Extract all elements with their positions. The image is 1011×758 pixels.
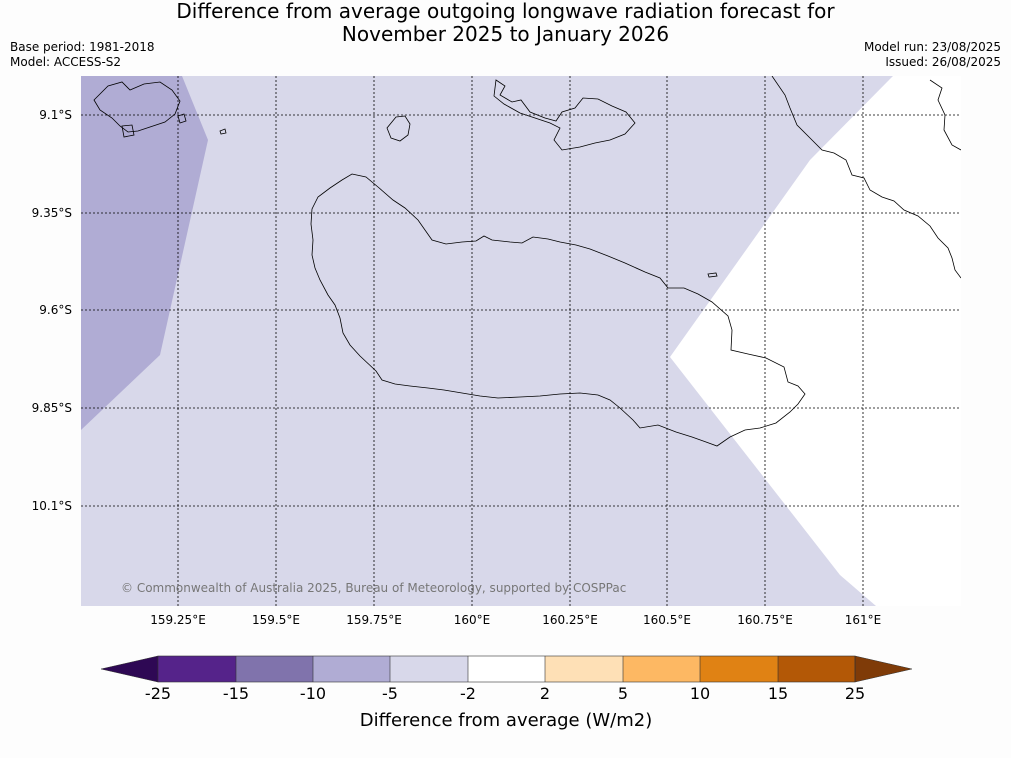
lat-label: 10.1°S [32, 499, 72, 513]
title-line-2: November 2025 to January 2026 [341, 22, 670, 46]
map-plot-area: © Commonwealth of Australia 2025, Bureau… [81, 76, 961, 606]
colorbar-swatch [700, 656, 778, 682]
lon-label: 159.5°E [252, 613, 300, 627]
lon-label: 160.25°E [542, 613, 598, 627]
map-title: Difference from average outgoing longwav… [0, 0, 1011, 46]
base-period: Base period: 1981-2018 [10, 40, 155, 54]
region-minus2-to-2 [670, 76, 961, 606]
colorbar-tick: -5 [382, 684, 398, 703]
lon-label: 161°E [845, 613, 882, 627]
russell-island-coastline [386, 115, 411, 142]
colorbar-tick: -15 [223, 684, 249, 703]
colorbar-dividers [235, 656, 779, 682]
lon-label: 160.5°E [643, 613, 691, 627]
meta-left: Base period: 1981-2018 Model: ACCESS-S2 [10, 40, 155, 70]
model-run: Model run: 23/08/2025 [863, 40, 1001, 54]
lon-label: 159.25°E [150, 613, 206, 627]
colorbar-swatch [778, 656, 855, 682]
lat-label: 9.1°S [39, 108, 72, 122]
colorbar-extend-low [100, 655, 159, 683]
colorbar-swatch [313, 656, 390, 682]
lat-label: 9.6°S [39, 303, 72, 317]
model-name: Model: ACCESS-S2 [10, 55, 122, 69]
lat-labels: 9.1°S 9.35°S 9.6°S 9.85°S 10.1°S [32, 108, 72, 513]
nw-islands-coastline [93, 81, 181, 133]
nw-islet-b [121, 124, 135, 138]
colorbar-tick: 2 [540, 684, 550, 703]
colorbar-tick-labels: -25 -15 -10 -5 -2 2 5 10 15 25 [145, 684, 865, 703]
colorbar-swatch [390, 656, 468, 682]
lon-label: 160.75°E [737, 613, 793, 627]
colorbar-tick: 5 [618, 684, 628, 703]
colorbar-swatch [468, 656, 545, 682]
colorbar-tick: -25 [145, 684, 171, 703]
islet-1 [707, 272, 718, 278]
lon-label: 160°E [454, 613, 491, 627]
issued-date: Issued: 26/08/2025 [885, 55, 1001, 69]
guadalcanal-coastline [310, 173, 806, 447]
lat-label: 9.85°S [32, 401, 72, 415]
colorbar-tick: 15 [768, 684, 788, 703]
copyright-notice: © Commonwealth of Australia 2025, Bureau… [121, 581, 626, 595]
colorbar-title: Difference from average (W/m2) [360, 710, 652, 731]
colorbar-tick: -2 [460, 684, 476, 703]
region-minus10-to-minus5 [81, 76, 208, 430]
colorbar-swatch [236, 656, 313, 682]
meta-right: Model run: 23/08/2025 Issued: 26/08/2025 [864, 40, 1001, 70]
malaita-coastline [771, 76, 961, 279]
lon-labels: 159.25°E 159.5°E 159.75°E 160°E 160.25°E… [150, 613, 881, 627]
islet-2 [219, 128, 227, 135]
colorbar-swatch [623, 656, 700, 682]
title-line-1: Difference from average outgoing longwav… [176, 0, 835, 23]
lon-label: 159.75°E [346, 613, 402, 627]
graticule [81, 76, 961, 606]
colorbar-tick: 10 [690, 684, 710, 703]
lat-label: 9.35°S [32, 206, 72, 220]
coastlines [93, 76, 961, 447]
colorbar: -25 -15 -10 -5 -2 2 5 10 15 25 Differenc… [100, 655, 913, 731]
colorbar-tick: -10 [300, 684, 326, 703]
colorbar-extend-high [854, 655, 913, 683]
colorbar-swatch [545, 656, 623, 682]
colorbar-swatch [158, 656, 236, 682]
florida-islands-coastline [493, 79, 636, 151]
colorbar-outline [157, 655, 856, 683]
colorbar-tick: 25 [845, 684, 865, 703]
